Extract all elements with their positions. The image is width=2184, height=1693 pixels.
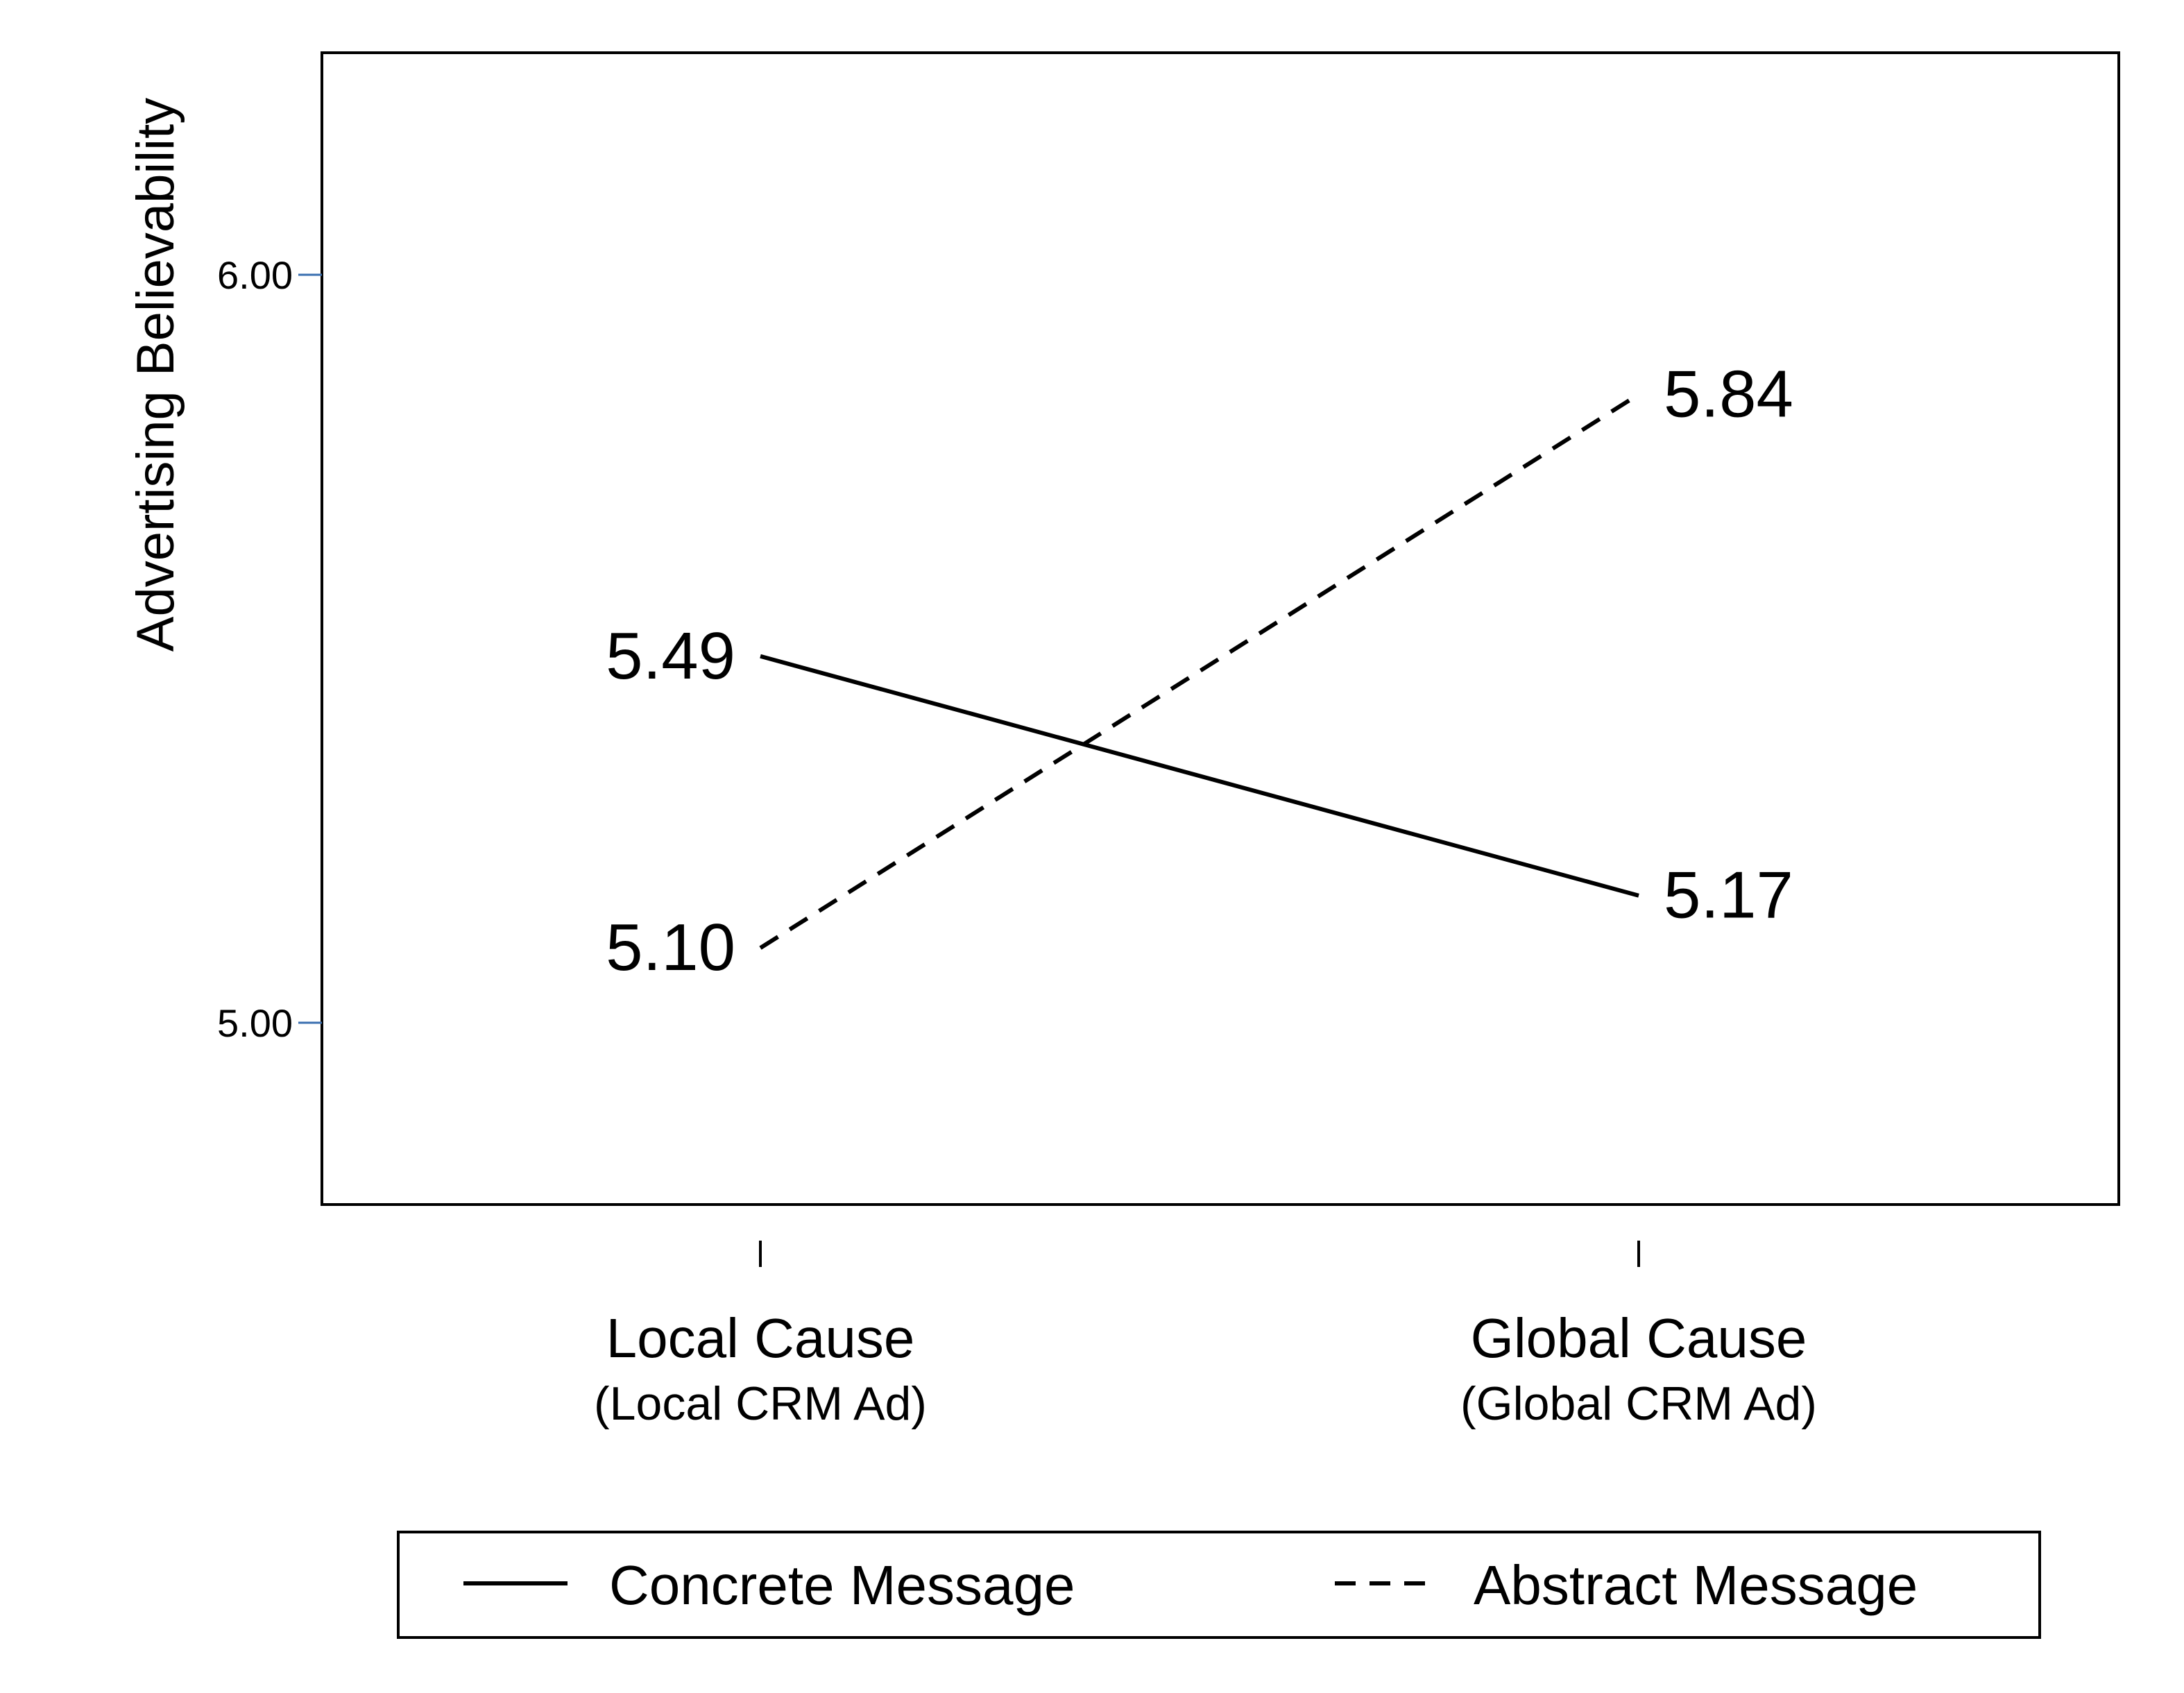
legend: Concrete Message Abstract Message: [397, 1531, 2041, 1639]
x-axis: Local Cause (Local CRM Ad) Global Cause (Gl…: [594, 1241, 1817, 1430]
x-category-sublabel: (Local CRM Ad): [594, 1377, 927, 1430]
x-category-label: Local Cause: [606, 1307, 915, 1369]
y-tick-label: 6.00: [217, 253, 293, 297]
legend-label-concrete: Concrete Message: [609, 1554, 1075, 1616]
series-line-abstract: [759, 392, 1640, 950]
data-label: 5.49: [606, 619, 735, 693]
y-tick-label: 5.00: [217, 1001, 293, 1045]
data-labels: 5.49 5.17 5.10 5.84: [606, 357, 1793, 985]
x-category-sublabel: (Global CRM Ad): [1460, 1377, 1817, 1430]
plot-frame: [321, 51, 2120, 1206]
data-label: 5.10: [606, 910, 735, 985]
y-axis-label: Advertising Believability: [126, 98, 185, 652]
data-label: 5.84: [1664, 357, 1793, 431]
series-line-concrete: [760, 654, 1639, 898]
y-ticks: 5.00 6.00: [217, 253, 322, 1045]
legend-label-abstract: Abstract Message: [1474, 1554, 1918, 1616]
series-layer: [759, 392, 1640, 950]
x-category-label: Global Cause: [1471, 1307, 1807, 1369]
legend-box: [397, 1531, 2041, 1639]
data-label: 5.17: [1664, 858, 1793, 933]
